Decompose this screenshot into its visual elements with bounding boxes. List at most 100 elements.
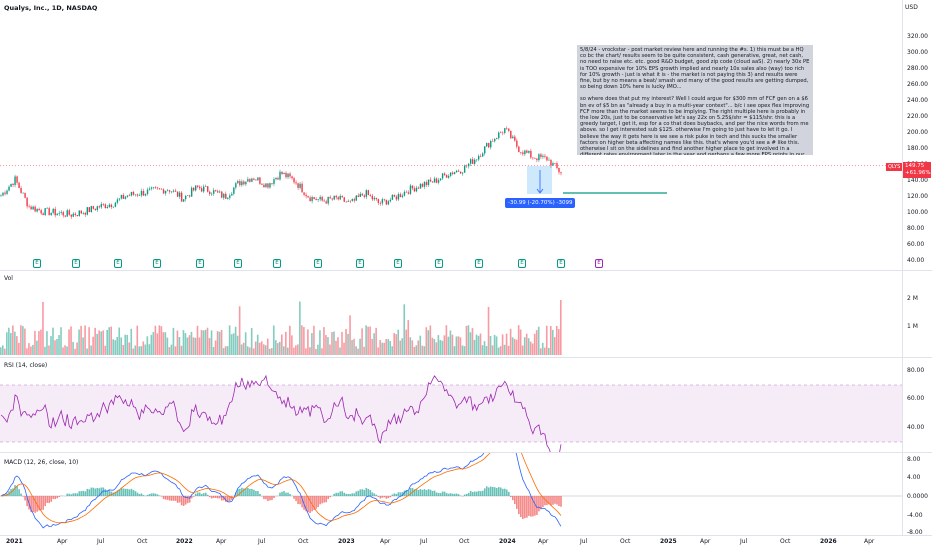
macd-histogram-bar <box>495 487 498 496</box>
earnings-marker[interactable]: E <box>273 259 281 268</box>
macd-histogram-bar <box>14 485 16 496</box>
candle-body <box>520 152 522 153</box>
volume-bar <box>549 326 552 355</box>
candle-body <box>337 197 339 200</box>
earnings-marker[interactable]: E <box>356 259 364 268</box>
rsi-chart[interactable] <box>0 358 902 452</box>
candle-body <box>321 196 323 201</box>
candle-body <box>239 181 241 186</box>
currency-label[interactable]: USD <box>905 4 918 11</box>
candle-body <box>116 199 119 203</box>
earnings-marker[interactable]: E <box>234 259 242 268</box>
time-axis-label: Jul <box>420 538 428 545</box>
macd-histogram-bar <box>40 496 42 511</box>
volume-label[interactable]: Vol <box>4 275 13 282</box>
rsi-scale[interactable]: 80.00 60.00 40.00 <box>902 358 932 452</box>
earnings-marker[interactable]: E <box>557 259 565 268</box>
macd-histogram-bar <box>516 496 518 509</box>
earnings-marker[interactable]: E <box>72 259 80 268</box>
candle-body <box>560 172 562 174</box>
candle-body <box>498 132 500 139</box>
volume-bar <box>451 334 454 355</box>
volume-bar <box>483 341 486 355</box>
volume-bar <box>270 348 273 355</box>
volume-bar <box>379 340 381 355</box>
earnings-marker-upcoming[interactable]: E <box>595 259 603 268</box>
volume-bar <box>407 320 410 355</box>
volume-bar <box>429 325 432 355</box>
volume-bar <box>505 333 508 355</box>
volume-bar <box>381 342 383 355</box>
macd-histogram-bar <box>536 496 538 515</box>
measure-range-box[interactable] <box>527 166 552 194</box>
macd-histogram-bar <box>218 496 221 499</box>
earnings-marker[interactable]: E <box>33 259 41 268</box>
volume-bar <box>283 346 285 355</box>
candle-body <box>126 195 129 197</box>
macd-histogram-bar <box>174 496 177 501</box>
candle-body <box>323 200 325 202</box>
earnings-marker[interactable]: E <box>475 259 483 268</box>
earnings-marker[interactable]: E <box>114 259 122 268</box>
volume-bar <box>116 336 119 355</box>
candle-body <box>273 179 275 184</box>
text-note[interactable]: 5/8/24 - vrockstar - post market review … <box>577 45 813 155</box>
macd-chart[interactable] <box>0 453 902 535</box>
candle-body <box>30 206 32 210</box>
candle-body <box>74 213 76 215</box>
volume-chart[interactable] <box>0 271 902 357</box>
candle-body <box>52 208 54 213</box>
macd-histogram-bar <box>130 488 133 496</box>
earnings-marker[interactable]: E <box>314 259 322 268</box>
macd-label[interactable]: MACD (12, 26, close, 10) <box>4 459 79 466</box>
volume-bar <box>309 347 311 355</box>
volume-bar <box>56 338 58 355</box>
macd-histogram-bar <box>429 489 432 496</box>
earnings-marker[interactable]: E <box>153 259 161 268</box>
volume-bar <box>519 329 522 355</box>
earnings-marker[interactable]: E <box>196 259 204 268</box>
candle-body <box>62 212 64 216</box>
measure-label[interactable]: -30.99 (-20.70%) -3099 <box>505 198 576 208</box>
macd-tick: 0.0000 <box>907 493 928 500</box>
macd-histogram-bar <box>52 496 54 499</box>
time-axis-label: Jul <box>580 538 588 545</box>
rsi-tick: 40.00 <box>907 424 925 431</box>
macd-histogram-bar <box>417 489 420 496</box>
earnings-marker[interactable]: E <box>394 259 402 268</box>
macd-tick: -8.00 <box>907 529 923 536</box>
price-scale[interactable]: 320.00 300.00 280.00 260.00 240.00 220.00 200.… <box>902 0 932 270</box>
symbol-title[interactable]: Qualys, Inc., 1D, NASDAQ <box>4 4 98 12</box>
volume-scale[interactable]: 2 M 1 M <box>902 271 932 357</box>
price-chart[interactable] <box>0 0 902 270</box>
candle-body <box>186 195 189 196</box>
macd-histogram-bar <box>437 493 440 496</box>
volume-bar <box>240 344 243 355</box>
volume-bar <box>36 340 38 355</box>
price-tick: 300.00 <box>907 49 928 56</box>
macd-histogram-bar <box>116 490 119 496</box>
candle-body <box>180 192 183 202</box>
time-axis-label: 2026 <box>820 538 837 545</box>
macd-scale[interactable]: 8.00 4.00 0.0000 -4.00 -8.00 <box>902 453 932 536</box>
macd-histogram-bar <box>281 491 283 496</box>
rsi-label[interactable]: RSI (14, close) <box>4 362 48 369</box>
earnings-marker[interactable]: E <box>435 259 443 268</box>
earnings-marker[interactable]: E <box>518 259 526 268</box>
candle-body <box>327 196 329 204</box>
price-tick: 200.00 <box>907 129 928 136</box>
candle-body <box>156 187 159 189</box>
volume-bar <box>124 334 127 355</box>
candle-body <box>106 206 109 209</box>
macd-histogram-bar <box>267 496 269 501</box>
volume-bar <box>234 326 237 355</box>
candle-body <box>401 195 404 198</box>
candle-body <box>526 150 528 153</box>
candle-body <box>78 210 80 216</box>
time-axis-label: 2021 <box>6 538 23 545</box>
macd-histogram-bar <box>172 496 175 501</box>
candle-body <box>331 198 333 200</box>
volume-bar <box>72 341 74 355</box>
volume-bar <box>465 325 468 355</box>
candle-body <box>480 155 482 157</box>
